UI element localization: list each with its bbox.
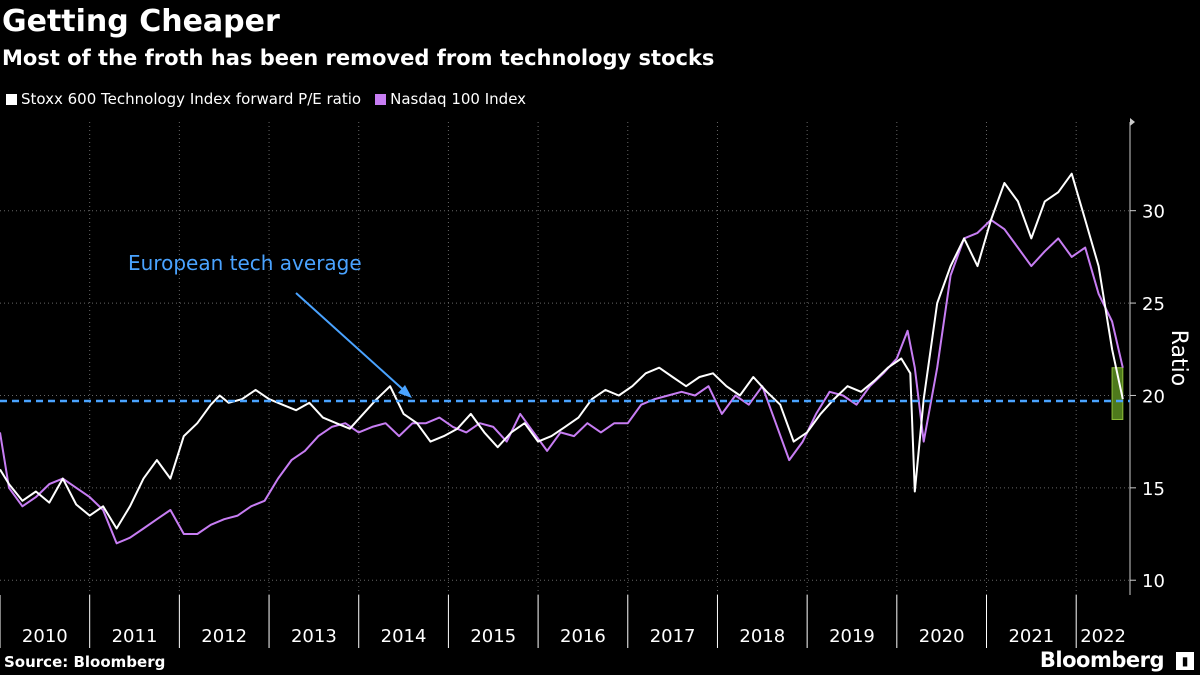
x-tick-label: 2011 [112, 626, 158, 647]
x-tick-label: 2019 [829, 626, 875, 647]
chart-subtitle: Most of the froth has been removed from … [2, 46, 715, 70]
annotation-label: European tech average [128, 251, 362, 275]
x-tick-label: 2015 [470, 626, 516, 647]
y-tick-label: 10 [1142, 571, 1165, 592]
legend-label-stoxx: Stoxx 600 Technology Index forward P/E r… [21, 90, 362, 108]
annotation-arrowhead [398, 385, 412, 398]
x-tick-label: 2014 [381, 626, 427, 647]
legend-item-stoxx: Stoxx 600 Technology Index forward P/E r… [6, 90, 361, 108]
y-tick-label: 20 [1142, 386, 1165, 407]
y-tick-label: 25 [1142, 294, 1165, 315]
terminal-logo-icon: ▮ [1176, 652, 1194, 670]
annotation-arrow [295, 292, 409, 395]
series-line-nasdaq [0, 218, 1124, 545]
x-tick-label: 2021 [1008, 626, 1054, 647]
legend-label-nasdaq: Nasdaq 100 Index [390, 90, 527, 108]
y-tick-label: 15 [1142, 479, 1165, 500]
y-axis-arrow [1130, 118, 1135, 126]
y-tick-label: 30 [1142, 202, 1165, 223]
source-note: Source: Bloomberg [4, 653, 166, 671]
highlight-box [1111, 367, 1124, 420]
series-line-stoxx [0, 172, 1124, 530]
x-tick-label: 2016 [560, 626, 606, 647]
x-tick-label: 2017 [650, 626, 696, 647]
y-axis-label: Ratio [1166, 330, 1191, 386]
legend-swatch-stoxx [6, 93, 17, 105]
chart-title: Getting Cheaper [2, 4, 280, 39]
x-tick-label: 2012 [201, 626, 247, 647]
x-tick-label: 2022 [1080, 626, 1126, 647]
legend-swatch-nasdaq [375, 93, 387, 105]
chart-legend: Stoxx 600 Technology Index forward P/E r… [6, 90, 526, 108]
x-tick-label: 2018 [739, 626, 785, 647]
legend-item-nasdaq: Nasdaq 100 Index [375, 90, 526, 108]
brand-wordmark: Bloomberg [1039, 648, 1165, 672]
x-tick-label: 2013 [291, 626, 337, 647]
x-tick-label: 2020 [919, 626, 965, 647]
x-tick-label: 2010 [22, 626, 68, 647]
